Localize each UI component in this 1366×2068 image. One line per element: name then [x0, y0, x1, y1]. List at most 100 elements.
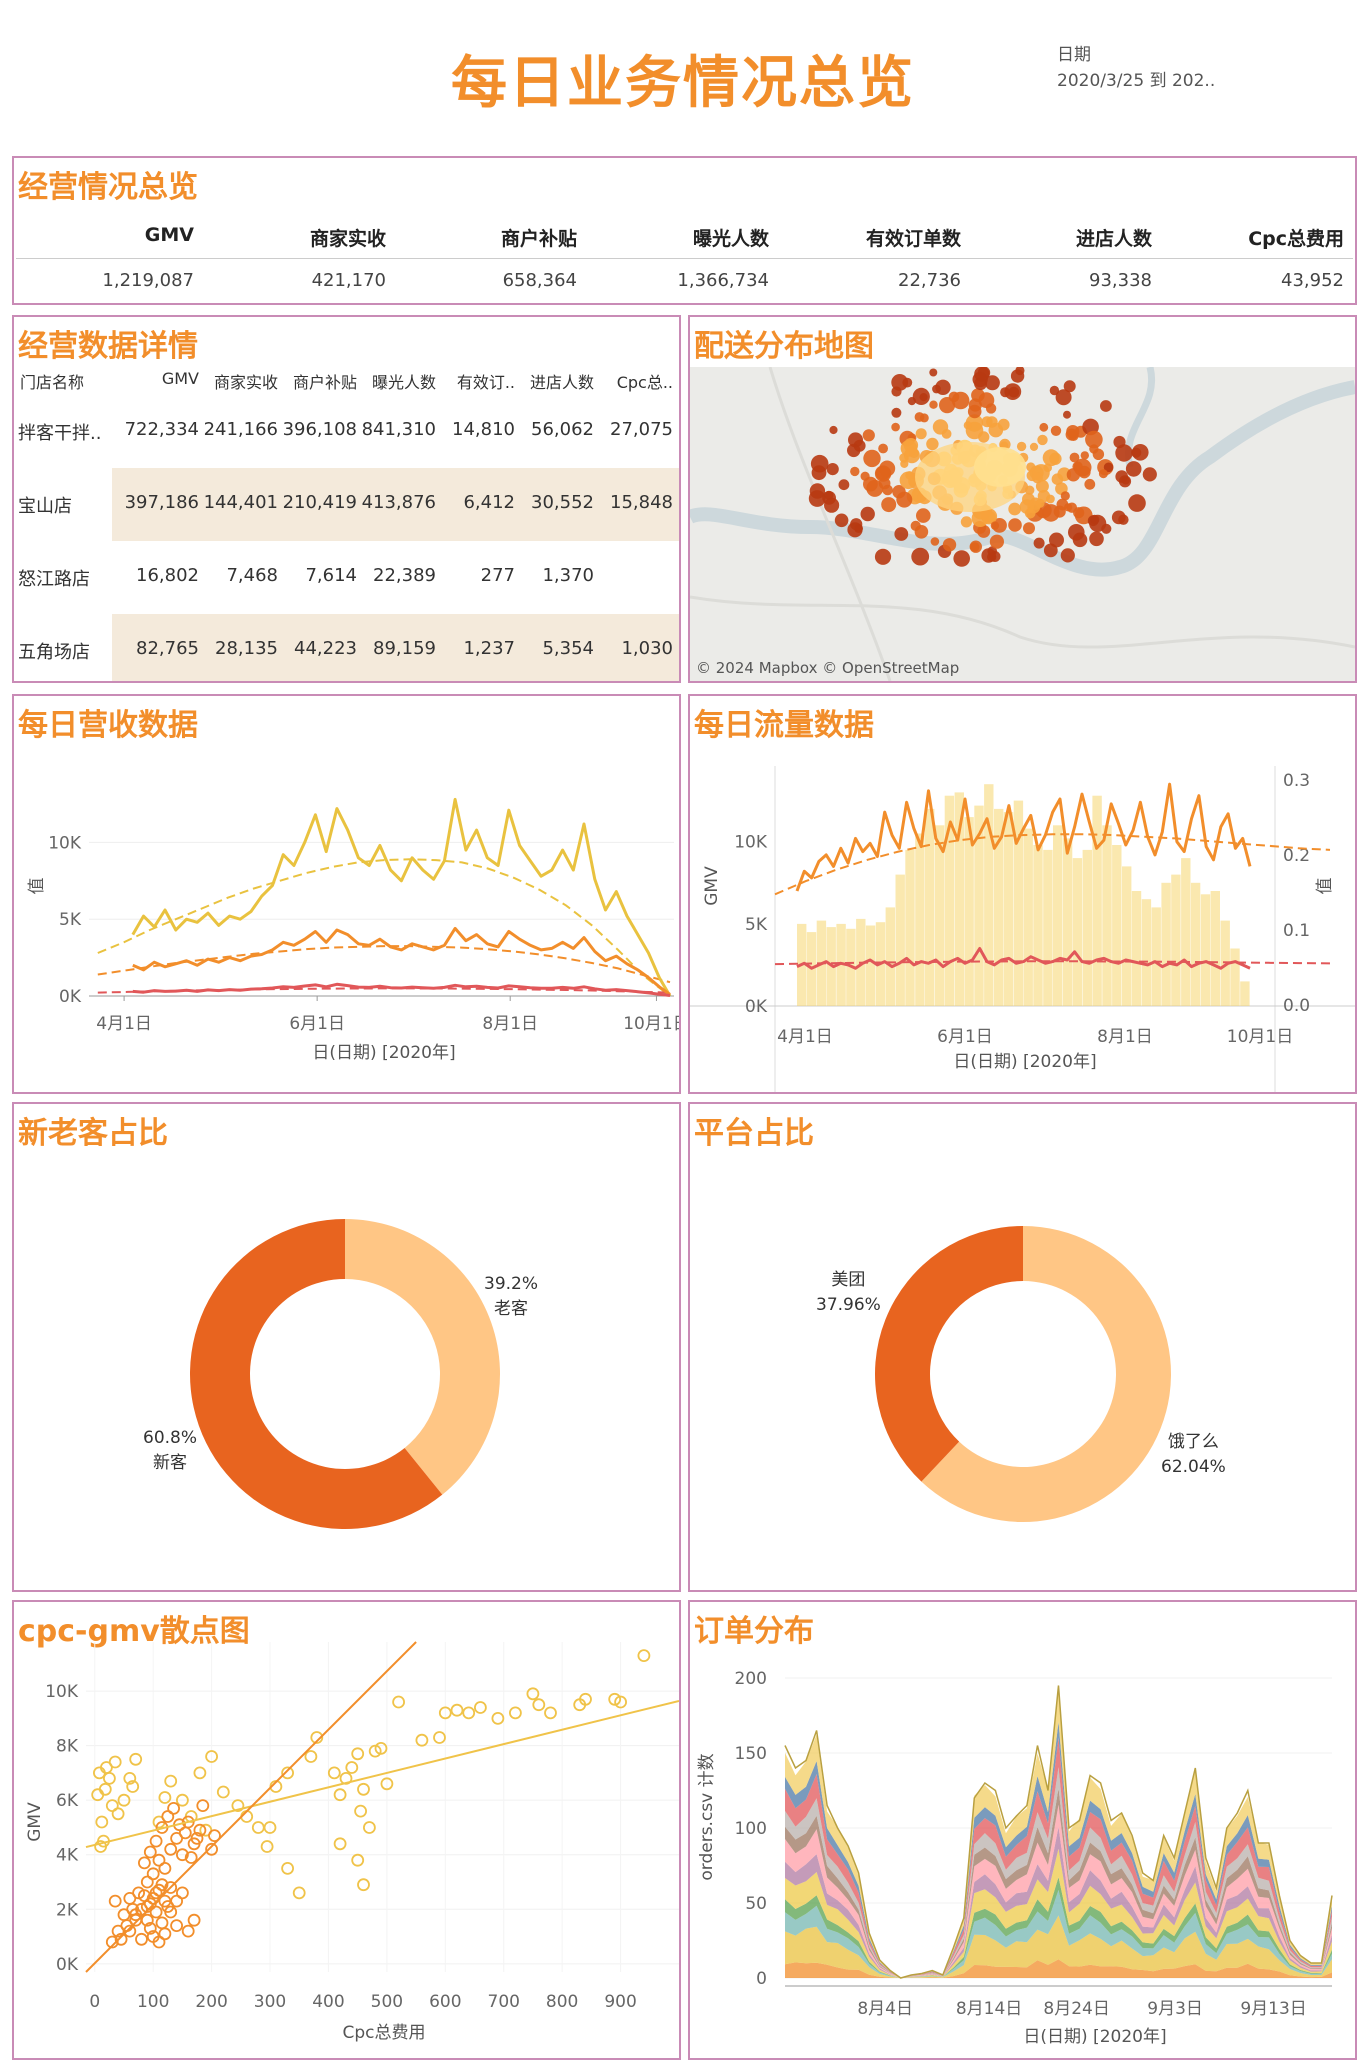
map-point[interactable]: [1066, 425, 1079, 438]
map-point[interactable]: [891, 408, 901, 418]
map-point[interactable]: [970, 542, 979, 551]
map-point[interactable]: [905, 471, 913, 479]
map-point[interactable]: [1046, 495, 1055, 504]
donut-slice[interactable]: [875, 1226, 1023, 1482]
map-point[interactable]: [1126, 461, 1142, 477]
map-point[interactable]: [1043, 449, 1060, 466]
map-point[interactable]: [896, 492, 912, 508]
map-point[interactable]: [1017, 442, 1026, 451]
scatter-point[interactable]: [355, 1806, 366, 1817]
scatter-point[interactable]: [130, 1754, 141, 1765]
map-point[interactable]: [1073, 533, 1088, 548]
map-point[interactable]: [1030, 443, 1038, 451]
traffic-bar[interactable]: [1112, 845, 1121, 1006]
scatter-point[interactable]: [145, 1847, 156, 1858]
traffic-bar[interactable]: [1161, 883, 1170, 1006]
map-point[interactable]: [863, 429, 875, 441]
scatter-point[interactable]: [124, 1893, 135, 1904]
traffic-bar[interactable]: [866, 926, 875, 1007]
traffic-bar[interactable]: [984, 784, 993, 1006]
scatter-point[interactable]: [157, 1917, 168, 1928]
map-point[interactable]: [879, 461, 895, 477]
map-point[interactable]: [894, 527, 908, 541]
traffic-bar[interactable]: [1201, 894, 1210, 1006]
traffic-bar[interactable]: [896, 875, 905, 1006]
map-point[interactable]: [863, 450, 880, 467]
scatter-point[interactable]: [335, 1838, 346, 1849]
scatter-point[interactable]: [358, 1879, 369, 1890]
map-point[interactable]: [978, 431, 989, 442]
date-filter[interactable]: 日期 2020/3/25 到 202..: [1057, 42, 1215, 94]
map-point[interactable]: [1020, 499, 1034, 513]
scatter-point[interactable]: [165, 1844, 176, 1855]
map-point[interactable]: [879, 478, 891, 490]
map-point[interactable]: [909, 448, 919, 458]
map-point[interactable]: [1118, 515, 1128, 525]
scatter-point[interactable]: [253, 1822, 264, 1833]
scatter-point[interactable]: [262, 1841, 273, 1852]
scatter-point[interactable]: [416, 1735, 427, 1746]
scatter-point[interactable]: [159, 1863, 170, 1874]
map-point[interactable]: [1008, 518, 1022, 532]
traffic-bar[interactable]: [1240, 981, 1249, 1006]
scatter-point[interactable]: [294, 1887, 305, 1898]
scatter-point[interactable]: [100, 1784, 111, 1795]
traffic-bar[interactable]: [1142, 899, 1151, 1006]
scatter-point[interactable]: [352, 1855, 363, 1866]
traffic-bar[interactable]: [1122, 866, 1131, 1006]
scatter-point[interactable]: [545, 1707, 556, 1718]
map-point[interactable]: [935, 380, 950, 395]
map-point[interactable]: [1084, 479, 1095, 490]
map-point[interactable]: [939, 397, 955, 413]
map-point[interactable]: [1037, 435, 1047, 445]
traffic-bar[interactable]: [1024, 829, 1033, 1006]
scatter-point[interactable]: [183, 1926, 194, 1937]
map-point[interactable]: [1034, 538, 1045, 549]
traffic-bar[interactable]: [1181, 858, 1190, 1006]
scatter-point[interactable]: [177, 1887, 188, 1898]
map-point[interactable]: [916, 508, 931, 523]
scatter-point[interactable]: [492, 1713, 503, 1724]
map-point[interactable]: [1039, 423, 1048, 432]
traffic-bar[interactable]: [1063, 838, 1072, 1006]
map-point[interactable]: [929, 369, 937, 377]
map-point[interactable]: [961, 516, 972, 527]
scatter-point[interactable]: [113, 1808, 124, 1819]
scatter-point[interactable]: [197, 1800, 208, 1811]
map-point[interactable]: [933, 419, 948, 434]
scatter-point[interactable]: [180, 1827, 191, 1838]
scatter-point[interactable]: [346, 1762, 357, 1773]
map-point[interactable]: [911, 548, 929, 566]
scatter-point[interactable]: [527, 1688, 538, 1699]
scatter-point[interactable]: [434, 1732, 445, 1743]
traffic-bar[interactable]: [1004, 812, 1013, 1006]
traffic-bar[interactable]: [1230, 949, 1239, 1007]
map-point[interactable]: [811, 455, 829, 473]
scatter-point[interactable]: [189, 1915, 200, 1926]
map-point[interactable]: [1056, 389, 1072, 405]
map-point[interactable]: [824, 498, 839, 513]
map-point[interactable]: [964, 421, 972, 429]
map-point[interactable]: [990, 535, 1004, 549]
scatter-point[interactable]: [194, 1767, 205, 1778]
map-point[interactable]: [1085, 431, 1103, 449]
map-point[interactable]: [911, 521, 921, 531]
traffic-bar[interactable]: [1073, 858, 1082, 1006]
scatter-point[interactable]: [136, 1934, 147, 1945]
scatter-point[interactable]: [119, 1909, 130, 1920]
map-point[interactable]: [985, 375, 1000, 390]
map-point[interactable]: [1008, 503, 1021, 516]
traffic-bar[interactable]: [1191, 883, 1200, 1006]
date-filter-value[interactable]: 2020/3/25 到 202..: [1057, 68, 1215, 94]
map-point[interactable]: [986, 403, 996, 413]
map-point[interactable]: [916, 428, 927, 439]
scatter-point[interactable]: [475, 1702, 486, 1713]
map-point[interactable]: [1122, 476, 1130, 484]
scatter-point[interactable]: [104, 1773, 115, 1784]
map-point[interactable]: [991, 521, 999, 529]
map-point[interactable]: [1064, 503, 1072, 511]
map-point[interactable]: [839, 479, 850, 490]
scatter-point[interactable]: [92, 1789, 103, 1800]
map-point[interactable]: [861, 507, 875, 521]
series-yellow[interactable]: [133, 799, 670, 996]
